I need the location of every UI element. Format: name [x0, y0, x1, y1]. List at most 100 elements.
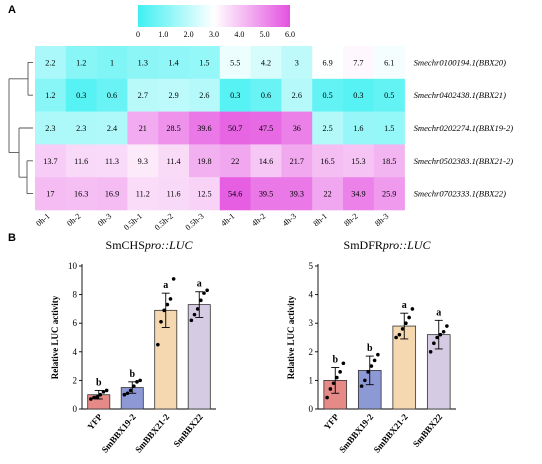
heatmap-cell-value: 2.4: [107, 124, 117, 133]
heatmap-cell: [250, 46, 282, 80]
data-point: [156, 342, 160, 347]
y-tick-label: 6: [73, 318, 78, 328]
data-point: [376, 352, 380, 357]
data-point: [335, 375, 339, 380]
heatmap-cell-value: 5.5: [230, 58, 240, 67]
data-point: [366, 370, 370, 374]
x-tick-label: SmBBX22: [411, 411, 445, 448]
heatmap-cell-value: 19.8: [197, 157, 211, 166]
heatmap-cell: [373, 144, 405, 178]
heatmap-cell-value: 1.5: [199, 58, 209, 67]
data-point: [98, 392, 103, 397]
heatmap-column-label: 0h-1: [34, 212, 51, 229]
significance-letter: b: [129, 369, 135, 380]
heatmap-cell: [96, 111, 128, 145]
data-point: [165, 302, 170, 307]
heatmap-cell-value: 1: [110, 58, 114, 67]
heatmap-cell-value: 2.2: [45, 58, 55, 67]
significance-letter: b: [367, 343, 373, 354]
heatmap-row-label: Smechr0100194.1(BBX20): [414, 57, 507, 67]
heatmap-cell-value: 39.5: [259, 190, 273, 199]
data-point: [372, 358, 377, 363]
chart-title-construct: pro::LUC: [382, 238, 432, 252]
data-point: [202, 291, 206, 295]
heatmap-cell-value: 1.4: [168, 58, 178, 67]
heatmap-cell: [127, 46, 159, 80]
chart-title-gene: SmCHS: [106, 238, 145, 252]
heatmap-row-label: Smechr0702333.1(BBX22): [414, 189, 507, 199]
heatmap-cell: [250, 144, 282, 178]
heatmap-cell-value: 2.6: [292, 91, 302, 100]
heatmap-cell-value: 0.3: [230, 91, 240, 100]
data-point: [92, 395, 96, 400]
heatmap-cell: [373, 111, 405, 145]
heatmap-row-label: Smechr0502383.1(BBX21-2): [414, 156, 514, 166]
heatmap-cell-value: 2.9: [168, 91, 178, 100]
heatmap-cell-value: 34.9: [351, 190, 365, 199]
y-tick-label: 3: [309, 318, 314, 328]
heatmap-cell-value: 2.3: [76, 124, 86, 133]
data-point: [397, 332, 402, 337]
heatmap-column-label: 8h-1: [312, 212, 329, 229]
heatmap-cell: [312, 78, 344, 112]
heatmap-cell-value: 0.6: [261, 91, 271, 100]
y-tick-label: 8: [73, 290, 78, 300]
heatmap-cell-value: 16.9: [105, 190, 119, 199]
heatmap-cell: [35, 177, 67, 211]
heatmap-cell: [65, 78, 97, 112]
heatmap-cell: [373, 78, 405, 112]
data-point: [441, 329, 446, 334]
heatmap-cell-value: 0.5: [384, 91, 394, 100]
data-point: [162, 308, 166, 313]
significance-letter: b: [96, 377, 102, 388]
heatmap-cell-value: 4.2: [261, 58, 271, 67]
data-point: [199, 298, 203, 303]
heatmap-cell: [343, 78, 375, 112]
y-tick-label: 1: [309, 375, 314, 385]
heatmap-column-label: 0.5h-3: [184, 212, 206, 232]
heatmap-cell: [219, 177, 251, 211]
heatmap-cell: [343, 177, 375, 211]
heatmap-cell-value: 1.3: [138, 58, 148, 67]
y-tick-label: 4: [309, 290, 314, 300]
significance-letter: a: [163, 280, 168, 291]
y-tick-label: 2: [73, 375, 78, 385]
data-point: [428, 350, 433, 354]
heatmap-cell-value: 17: [46, 190, 54, 199]
heatmap-cell: [189, 111, 221, 145]
heatmap-cell-value: 36: [293, 124, 301, 133]
y-tick-label: 4: [73, 347, 78, 357]
x-tick-label: YFP: [85, 411, 104, 431]
heatmap-column-label: 0.5h-1: [122, 212, 144, 232]
colorbar-ticks: 0 1.0 2.0 3.0 4.0 5.0 6.0: [136, 30, 295, 39]
heatmap-column-label: 0h-2: [65, 212, 82, 229]
row-dendrogram: [8, 61, 33, 195]
significance-letter: a: [402, 300, 407, 311]
heatmap-column-label: 4h-1: [219, 212, 236, 229]
heatmap-cell-value: 7.7: [353, 58, 363, 67]
chart-title: SmCHSpro::LUC: [106, 238, 194, 252]
y-tick-label: 2: [309, 347, 314, 357]
heatmap-cell: [219, 144, 251, 178]
heatmap-cell: [189, 78, 221, 112]
heatmap-cell-value: 21.7: [290, 157, 304, 166]
data-point: [325, 395, 329, 400]
heatmap-cell-value: 6.1: [384, 58, 394, 67]
data-point: [128, 388, 133, 393]
heatmap-cell: [189, 144, 221, 178]
heatmap-cell-value: 2.3: [45, 124, 55, 133]
heatmap-cell: [96, 144, 128, 178]
heatmap-cell: [158, 78, 190, 112]
y-tick-label: 5: [309, 261, 314, 271]
heatmap-row-label: Smechr0402438.1(BBX21): [414, 90, 507, 100]
heatmap-cell-value: 1.2: [45, 91, 55, 100]
heatmap-cell-value: 22: [231, 157, 239, 166]
heatmap-row-labels: Smechr0100194.1(BBX20) Smechr0402438.1(BB…: [414, 57, 514, 198]
heatmap-cell: [281, 46, 313, 80]
y-tick-label: 0: [309, 404, 314, 414]
heatmap-cell: [219, 78, 251, 112]
colorbar-tick-label: 1.0: [158, 30, 168, 39]
heatmap-cell: [96, 46, 128, 80]
x-tick-label: SmBBX21-2: [133, 411, 172, 454]
y-tick-label: 0: [73, 404, 78, 414]
